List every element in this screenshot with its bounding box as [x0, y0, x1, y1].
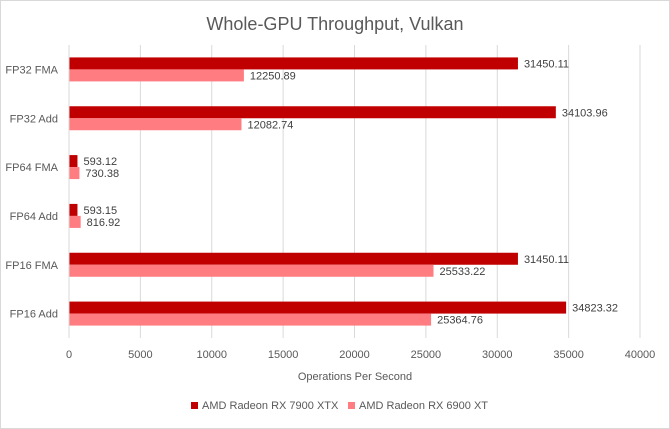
bar-rx-6900-xt — [69, 69, 244, 82]
bar-rx-7900-xtx — [69, 106, 556, 119]
gridlines — [68, 45, 641, 338]
x-tick-label: 35000 — [553, 349, 584, 361]
x-tick-label: 10000 — [196, 349, 227, 361]
legend: AMD Radeon RX 7900 XTX AMD Radeon RX 6900… — [191, 400, 488, 412]
category-label: FP16 Add — [10, 309, 58, 321]
category-label: FP64 Add — [10, 211, 58, 223]
category-label: FP64 FMA — [5, 162, 58, 174]
bar-rx-7900-xtx — [69, 155, 78, 168]
category-label: FP32 Add — [10, 113, 58, 125]
bar-rx-6900-xt — [69, 313, 432, 326]
x-tick-label: 5000 — [128, 349, 152, 361]
data-label: 12250.89 — [250, 70, 296, 82]
x-axis-title: Operations Per Second — [298, 371, 412, 383]
data-label: 816.92 — [87, 217, 121, 229]
legend-label: AMD Radeon RX 6900 XT — [359, 400, 488, 412]
data-label: 12082.74 — [247, 119, 293, 131]
bar-rx-7900-xtx — [69, 57, 518, 70]
x-tick-label: 30000 — [482, 349, 513, 361]
bar-rx-6900-xt — [69, 118, 242, 131]
legend-label: AMD Radeon RX 7900 XTX — [202, 400, 339, 412]
data-label: 593.12 — [83, 156, 117, 168]
data-label: 25364.76 — [437, 315, 483, 327]
y-axis-categories: FP32 FMA FP32 Add FP64 FMA FP64 Add FP16 FMA… — [5, 64, 58, 320]
category-label: FP32 FMA — [5, 64, 58, 76]
legend-swatch — [348, 402, 355, 409]
bar-rx-6900-xt — [69, 264, 434, 277]
x-tick-label: 40000 — [625, 349, 656, 361]
x-tick-label: 20000 — [339, 349, 370, 361]
x-tick-label: 0 — [66, 349, 72, 361]
chart-title: Whole-GPU Throughput, Vulkan — [206, 14, 463, 34]
bar-rx-7900-xtx — [69, 203, 78, 216]
bars — [69, 57, 567, 326]
data-label: 34823.32 — [572, 303, 618, 315]
x-tick-label: 15000 — [268, 349, 299, 361]
category-label: FP16 FMA — [5, 260, 58, 272]
data-labels: 31450.11 12250.89 34103.96 12082.74 593.1273… — [83, 58, 618, 326]
data-label: 25533.22 — [439, 266, 485, 278]
data-label: 593.15 — [83, 205, 117, 217]
x-axis-ticks: 0 5000 10000 15000 20000 25000 30000 35000 40000 — [66, 349, 655, 361]
data-label: 730.38 — [85, 168, 119, 180]
bar-rx-6900-xt — [69, 167, 80, 180]
data-label: 31450.11 — [524, 58, 569, 70]
bar-rx-7900-xtx — [69, 301, 567, 314]
x-tick-label: 25000 — [411, 349, 442, 361]
data-label: 34103.96 — [562, 107, 608, 119]
bar-rx-6900-xt — [69, 215, 81, 228]
legend-swatch — [191, 402, 198, 409]
bar-rx-7900-xtx — [69, 252, 518, 265]
data-label: 31450.11 — [524, 254, 569, 266]
